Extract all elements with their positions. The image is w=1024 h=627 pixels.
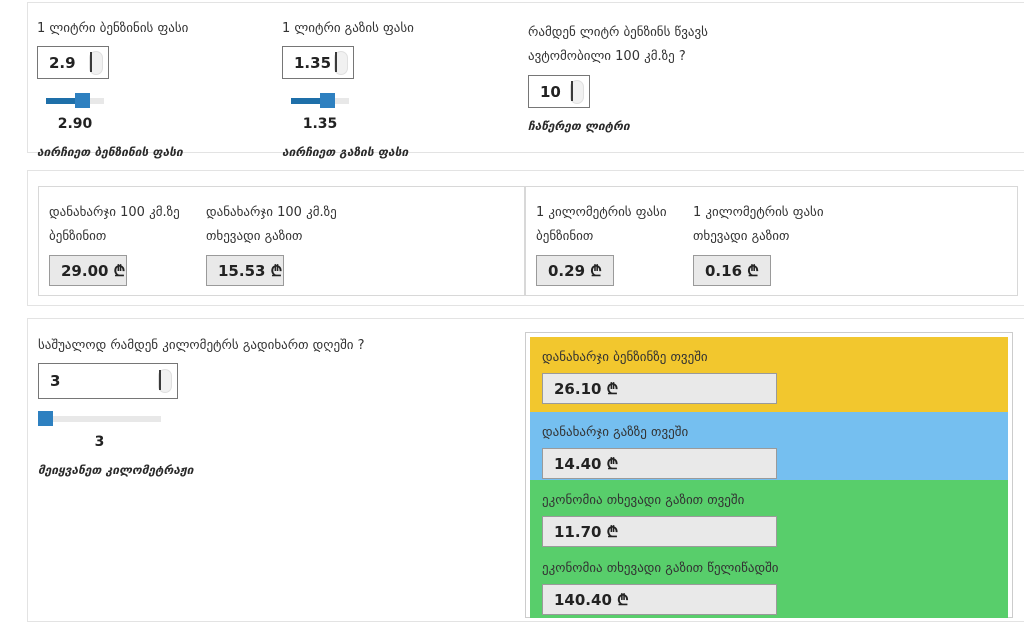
cost-gas-100km-value: 15.53 ₾ [206, 255, 284, 286]
consumption-value: 10 [540, 82, 561, 101]
summary-panel-gas-month: დანახარჯი გაზზე თვეში 14.40 ₾ [530, 412, 1008, 480]
result-label: 1 კილომეტრის ფასი [693, 205, 824, 220]
result-label: ბენზინით [49, 229, 107, 244]
benzine-price-input[interactable]: 2.9 [37, 46, 109, 79]
consumption-label-line1: რამდენ ლიტრ ბენზინს წვავს [528, 25, 708, 40]
benzine-slider-value: 2.90 [57, 116, 93, 132]
result-label: ბენზინით [536, 229, 594, 244]
gas-price-value: 1.35 [294, 53, 332, 72]
benzine-price-hint: აირჩიეთ ბენზინის ფასი [37, 145, 183, 159]
result-benzine-1km: 1 კილომეტრის ფასი ბენზინით 0.29 ₾ [536, 201, 693, 286]
gas-month-value: 14.40 ₾ [542, 448, 777, 479]
benzine-price-label: 1 ლიტრი ბენზინის ფასი [37, 21, 189, 36]
result-label: თხევადი გაზით [693, 229, 790, 244]
consumption-input[interactable]: 10 [528, 75, 590, 108]
daily-km-slider-thumb[interactable] [38, 411, 53, 426]
summary-container: დანახარჯი ბენზინზე თვეში 26.10 ₾ დანახარ… [525, 332, 1013, 618]
benzine-slider-thumb[interactable] [75, 93, 90, 108]
number-spinner-icon[interactable] [158, 369, 172, 393]
benzine-price-value: 2.9 [49, 53, 76, 72]
result-gas-1km: 1 კილომეტრის ფასი თხევადი გაზით 0.16 ₾ [693, 201, 850, 286]
cost-benzine-100km-value: 29.00 ₾ [49, 255, 127, 286]
result-label: დანახარჯი 100 კმ.ზე [49, 205, 180, 220]
gas-slider-value: 1.35 [302, 116, 338, 132]
results-cell-100km: დანახარჯი 100 კმ.ზე ბენზინით 29.00 ₾ დან… [38, 186, 525, 296]
summary-panel-savings-month: ეკონომია თხევადი გაზით თვეში 11.70 ₾ [530, 480, 1008, 548]
summary-panel-savings-year: ეკონომია თხევადი გაზით წელიწადში 140.40 … [530, 548, 1008, 618]
number-spinner-icon[interactable] [570, 79, 584, 104]
fuel-inputs-card: 1 ლიტრი ბენზინის ფასი 2.9 2.90 აირჩიეთ ბ… [27, 2, 1024, 159]
gas-price-hint: აირჩიეთ გაზის ფასი [282, 145, 409, 159]
consumption-label-line2: ავტომობილი 100 კმ.ზე ? [528, 49, 686, 64]
savings-year-value: 140.40 ₾ [542, 584, 777, 615]
result-benzine-100km: დანახარჯი 100 კმ.ზე ბენზინით 29.00 ₾ [49, 201, 206, 286]
cost-benzine-1km-value: 0.29 ₾ [536, 255, 614, 286]
daily-card: საშუალოდ რამდენ კილომეტრს გადიხართ დღეში… [27, 318, 1024, 622]
daily-km-column: საშუალოდ რამდენ კილომეტრს გადიხართ დღეში… [38, 338, 508, 477]
gas-price-slider[interactable] [291, 93, 349, 108]
summary-label: ეკონომია თხევადი გაზით წელიწადში [542, 561, 779, 576]
daily-km-value: 3 [50, 372, 61, 390]
benzine-month-value: 26.10 ₾ [542, 373, 777, 404]
gas-slider-thumb[interactable] [320, 93, 335, 108]
daily-km-input[interactable]: 3 [38, 363, 178, 399]
gas-price-input[interactable]: 1.35 [282, 46, 354, 79]
daily-km-slider-value: 3 [94, 434, 105, 450]
results-card: დანახარჯი 100 კმ.ზე ბენზინით 29.00 ₾ დან… [27, 170, 1024, 306]
result-label: 1 კილომეტრის ფასი [536, 205, 667, 220]
result-label: თხევადი გაზით [206, 229, 303, 244]
results-cell-1km: 1 კილომეტრის ფასი ბენზინით 0.29 ₾ 1 კილო… [525, 186, 1018, 296]
gas-price-column: 1 ლიტრი გაზის ფასი 1.35 1.35 აირჩიეთ გაზ… [282, 21, 527, 159]
number-spinner-icon[interactable] [89, 50, 103, 75]
savings-month-value: 11.70 ₾ [542, 516, 777, 547]
summary-panel-benzine-month: დანახარჯი ბენზინზე თვეში 26.10 ₾ [530, 337, 1008, 412]
benzine-price-slider[interactable] [46, 93, 104, 108]
benzine-price-column: 1 ლიტრი ბენზინის ფასი 2.9 2.90 აირჩიეთ ბ… [37, 21, 282, 159]
daily-km-slider[interactable] [38, 411, 161, 426]
summary-label: დანახარჯი ბენზინზე თვეში [542, 350, 708, 365]
daily-km-question: საშუალოდ რამდენ კილომეტრს გადიხართ დღეში… [38, 338, 365, 353]
gas-price-label: 1 ლიტრი გაზის ფასი [282, 21, 414, 36]
summary-label: დანახარჯი გაზზე თვეში [542, 425, 689, 440]
result-label: დანახარჯი 100 კმ.ზე [206, 205, 337, 220]
consumption-column: რამდენ ლიტრ ბენზინს წვავს ავტომობილი 100… [528, 21, 828, 133]
consumption-hint: ჩაწერეთ ლიტრი [528, 119, 630, 133]
number-spinner-icon[interactable] [334, 50, 348, 75]
daily-km-hint: მეიყვანეთ კილომეტრაჟი [38, 463, 194, 477]
result-gas-100km: დანახარჯი 100 კმ.ზე თხევადი გაზით 15.53 … [206, 201, 363, 286]
summary-label: ეკონომია თხევადი გაზით თვეში [542, 493, 745, 508]
cost-gas-1km-value: 0.16 ₾ [693, 255, 771, 286]
